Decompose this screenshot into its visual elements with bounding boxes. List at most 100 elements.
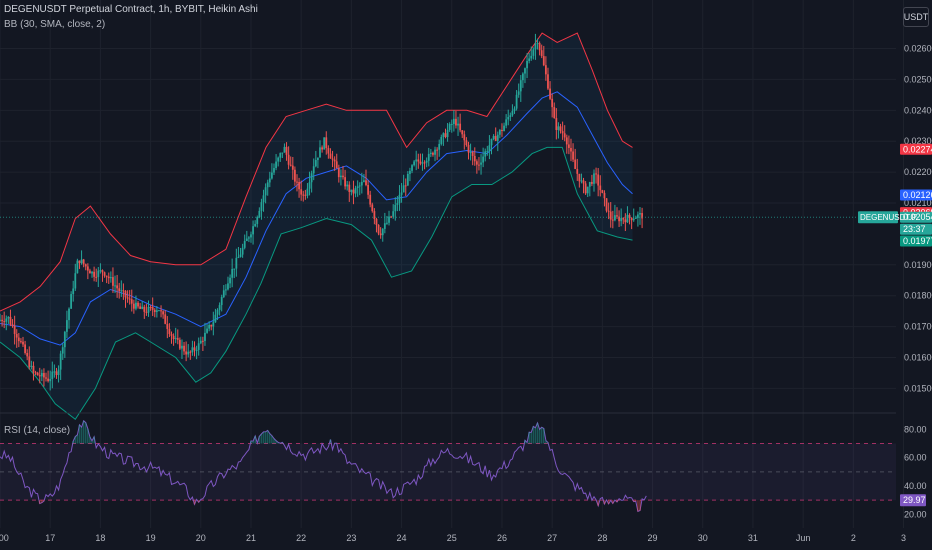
candle-body: [482, 156, 485, 163]
candle-body: [559, 126, 562, 132]
candle-body: [492, 136, 495, 139]
candle-body: [53, 371, 56, 373]
candle-body: [419, 161, 422, 164]
candle-body: [195, 349, 198, 351]
candle-body: [555, 118, 558, 131]
candle-body: [103, 272, 106, 276]
candle-body: [455, 118, 457, 126]
candle-body: [304, 194, 307, 196]
candle-body: [469, 151, 472, 153]
candle-body: [607, 210, 610, 212]
price-badge: [900, 189, 932, 201]
price-badge-label: 23:37: [903, 224, 926, 234]
candle-body: [599, 185, 602, 191]
candle-body: [365, 180, 367, 185]
candle-body: [442, 133, 445, 137]
candle-body: [237, 256, 240, 258]
candle-body: [5, 318, 8, 322]
candle-body: [231, 268, 234, 278]
candle-body: [281, 152, 284, 154]
candle-body: [360, 181, 363, 186]
rsi-tick-label: 60.00: [904, 453, 927, 463]
currency-button[interactable]: USDT: [903, 7, 929, 27]
candle-body: [51, 371, 54, 379]
symbol-legend[interactable]: DEGENUSDT Perpetual Contract, 1h, BYBIT,…: [4, 4, 258, 15]
candle-body: [76, 260, 79, 274]
candle-body: [409, 170, 411, 174]
candle-body: [641, 213, 643, 219]
candle-body: [183, 345, 185, 352]
price-badge-label: 0.01977: [903, 236, 932, 246]
candle-body: [294, 169, 296, 182]
bb-legend[interactable]: BB (30, SMA, close, 2): [4, 19, 106, 30]
rsi-tick-label: 40.00: [904, 481, 927, 491]
candle-body: [206, 328, 208, 333]
candle-body: [475, 161, 478, 165]
candle-body: [348, 184, 351, 192]
bb-band-area: [0, 33, 633, 420]
candle-body: [411, 165, 413, 171]
candle-body: [388, 216, 390, 223]
candle-body: [319, 147, 321, 158]
candle-body: [444, 133, 447, 138]
candle-body: [601, 190, 604, 193]
candle-body: [622, 218, 625, 220]
candle-body: [432, 152, 434, 155]
time-tick-label: 28: [597, 533, 607, 543]
candle-body: [446, 129, 449, 138]
candle-body: [459, 123, 462, 131]
candle-body: [335, 161, 338, 169]
candle-body: [421, 162, 424, 164]
candle-body: [415, 159, 418, 162]
candle-body: [298, 182, 300, 190]
candle-body: [247, 237, 250, 239]
candle-body: [354, 188, 357, 194]
candle-body: [406, 173, 409, 186]
rsi-axis[interactable]: 80.00 60.00 40.00 20.00 29.97: [900, 424, 927, 519]
candle-body: [473, 155, 476, 162]
candle-body: [239, 254, 242, 257]
time-tick-label: 3: [901, 533, 906, 543]
candle-body: [268, 178, 271, 183]
candle-body: [390, 216, 393, 218]
candle-body: [312, 166, 315, 174]
candle-body: [584, 183, 587, 194]
candle-body: [438, 143, 441, 150]
candle-body: [252, 226, 254, 235]
candle-body: [327, 148, 330, 154]
candle-body: [181, 345, 183, 349]
time-tick-label: 19: [146, 533, 156, 543]
candle-body: [57, 369, 60, 376]
candle-body: [616, 215, 618, 217]
candle-body: [112, 277, 114, 286]
candle-body: [333, 159, 336, 162]
symbol-badge: [858, 211, 898, 224]
candle-body: [72, 288, 75, 295]
candle-body: [262, 195, 265, 203]
candle-body: [342, 175, 344, 178]
candle-body: [379, 233, 382, 236]
candle-body: [289, 164, 292, 166]
candle-body: [132, 303, 135, 309]
candle-body: [524, 68, 526, 74]
candle-body: [147, 306, 150, 313]
candle-body: [28, 356, 31, 367]
candle-body: [369, 194, 372, 205]
candle-body: [465, 140, 468, 146]
candle-body: [197, 343, 200, 350]
candle-body: [515, 94, 518, 109]
candle-body: [381, 228, 384, 236]
candle-body: [363, 180, 365, 182]
candle-body: [609, 211, 612, 220]
rsi-tick-label: 80.00: [904, 424, 927, 434]
rsi-legend[interactable]: RSI (14, close): [4, 425, 71, 436]
candle-body: [135, 302, 137, 309]
candle-body: [536, 43, 539, 45]
price-badge-label: 0.02274: [903, 144, 932, 154]
